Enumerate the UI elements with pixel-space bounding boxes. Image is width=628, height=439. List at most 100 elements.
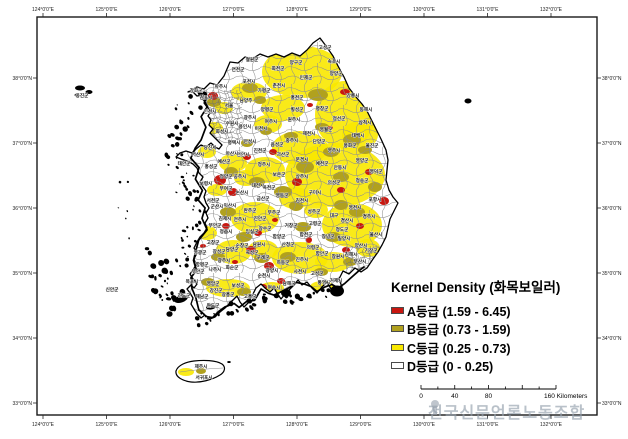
svg-text:124°0'0"E: 124°0'0"E: [32, 422, 55, 428]
neatline: [36, 16, 598, 416]
svg-text:131°0'0"E: 131°0'0"E: [477, 422, 500, 428]
district-label: 상주시: [296, 173, 309, 180]
svg-text:132°0'0"E: 132°0'0"E: [540, 422, 563, 428]
district-label: 곡성군: [246, 249, 259, 256]
district-label: 영천시: [349, 204, 362, 211]
district-label: 영광군: [194, 249, 207, 256]
district-label: 화천군: [272, 65, 285, 72]
district-label: 창원시: [332, 253, 345, 260]
district-label: 고성군: [311, 270, 324, 277]
district-label: 거제시: [330, 277, 343, 284]
svg-text:36°0'0"N: 36°0'0"N: [602, 206, 622, 212]
district-label: 김포시: [200, 94, 213, 101]
district-label: 횡성군: [291, 106, 304, 113]
district-label: 제천시: [303, 130, 316, 137]
district-label: 공주시: [234, 173, 247, 180]
district-label: 장성군: [213, 248, 226, 255]
district-label: 함양군: [273, 233, 286, 240]
district-label: 화순군: [226, 264, 239, 271]
svg-text:130°0'0"E: 130°0'0"E: [413, 422, 436, 428]
district-label: 밀양시: [338, 235, 351, 242]
district-label: 함안군: [316, 250, 329, 257]
district-label: 무안군: [192, 268, 205, 275]
district-label: 진천군: [254, 147, 267, 154]
district-label: 통영시: [318, 279, 331, 286]
district-label: 서천군: [207, 197, 220, 204]
district-label: 김천시: [296, 197, 309, 204]
watermark: 전국신문언론노동조합: [428, 399, 628, 423]
district-label: 합천군: [300, 231, 313, 238]
district-label: 양양군: [330, 70, 343, 77]
district-label: 포항시: [369, 196, 382, 203]
district-label: 가평군: [258, 87, 271, 94]
svg-text:127°0'0"E: 127°0'0"E: [223, 7, 246, 13]
svg-text:124°0'0"E: 124°0'0"E: [32, 7, 55, 13]
scale-bar: 0 40 80 160 Kilometers: [419, 385, 588, 400]
svg-text:131°0'0"E: 131°0'0"E: [477, 7, 500, 13]
district-label: 옥천군: [263, 184, 276, 191]
district-label: 장흥군: [222, 291, 235, 298]
district-label: 영덕군: [370, 168, 383, 175]
district-label: 광주시: [244, 114, 257, 121]
district-label: 원주시: [288, 116, 301, 123]
legend-item-label: A등급 (1.59 - 6.45): [407, 304, 511, 319]
legend: Kernel Density (화목보일러) A등급 (1.59 - 6.45)…: [391, 276, 627, 375]
district-label: 서귀포시: [196, 374, 213, 381]
district-label: 양평군: [261, 106, 274, 113]
district-label: 경산시: [341, 217, 354, 224]
district-label: 수원시: [226, 120, 239, 127]
district-label: 천안시: [237, 151, 250, 158]
district-label: 광양시: [266, 267, 279, 274]
daecheongdo-island: [85, 90, 93, 94]
district-label: 동해시: [360, 106, 373, 113]
district-label: 영월군: [320, 126, 333, 133]
district-label: 기장군: [365, 247, 378, 254]
district-label: 홍천군: [291, 94, 304, 101]
district-labels-layer: 옹진군강화군김포시파주시연천군포천시철원군화천군양구군고성군속초시양양군인제군춘…: [75, 44, 383, 382]
district-label: 고창군: [207, 239, 220, 246]
district-label: 연천군: [232, 66, 245, 73]
district-label: 부여군: [220, 185, 233, 192]
district-label: 대전시: [252, 182, 265, 189]
district-label: 고성군: [319, 44, 332, 51]
islands-scatter-layer: [117, 90, 343, 328]
district-label: 충주시: [286, 137, 299, 144]
district-label: 완주군: [244, 207, 257, 214]
district-label: 평택시: [228, 139, 241, 146]
legend-item: B등급 (0.73 - 1.59): [391, 320, 627, 339]
district-label: 거창군: [285, 222, 298, 229]
district-label: 서산시: [192, 151, 205, 158]
district-label: 안성시: [244, 138, 257, 145]
district-label: 보령시: [200, 180, 213, 187]
district-label: 사천시: [294, 268, 307, 275]
legend-swatch: [391, 306, 404, 314]
jeju-internal-boundary: [179, 367, 224, 373]
district-label: 진주시: [296, 256, 309, 263]
svg-text:128°0'0"E: 128°0'0"E: [286, 7, 309, 13]
district-label: 청도군: [336, 226, 349, 233]
district-label: 대구: [330, 212, 339, 219]
district-label: 하동군: [277, 259, 290, 266]
svg-text:128°0'0"E: 128°0'0"E: [286, 422, 309, 428]
svg-text:35°0'0"N: 35°0'0"N: [602, 271, 622, 277]
district-label: 무주군: [268, 209, 281, 216]
district-label: 제주시: [195, 363, 208, 370]
socheongdo-island: [74, 93, 80, 97]
district-label: 금산군: [257, 195, 270, 202]
geoje-island: [330, 285, 344, 297]
district-label: 창녕군: [322, 233, 335, 240]
district-label: 태백시: [352, 132, 365, 139]
district-label: 울진군: [366, 142, 379, 149]
svg-text:34°0'0"N: 34°0'0"N: [13, 336, 33, 342]
scale-label: 80: [485, 393, 493, 400]
district-label: 괴산군: [277, 151, 290, 158]
district-label: 청양군: [220, 173, 233, 180]
svg-text:36°0'0"N: 36°0'0"N: [13, 206, 33, 212]
district-label: 의령군: [307, 244, 320, 251]
district-label: 영주시: [328, 147, 341, 154]
district-label: 강진군: [210, 287, 223, 294]
district-label: 옹진군: [76, 92, 89, 99]
district-label: 김제시: [219, 215, 232, 222]
district-label: 영양군: [356, 157, 369, 164]
